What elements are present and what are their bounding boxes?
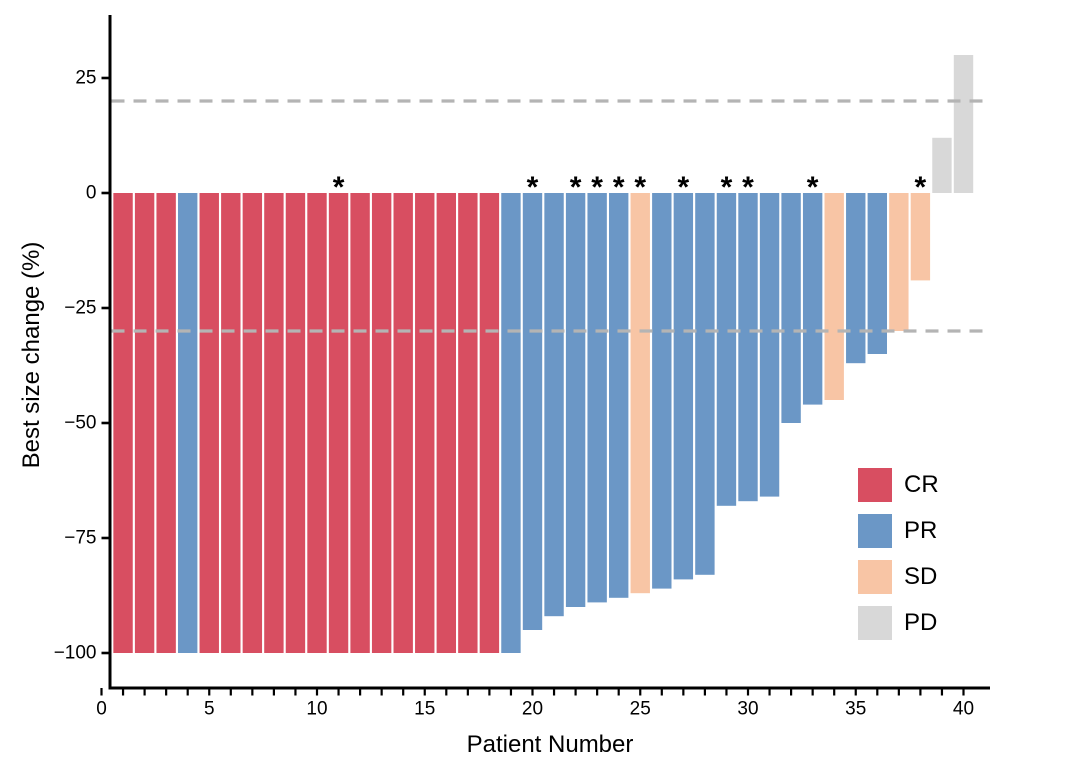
bar-patient-3 <box>156 193 176 653</box>
annotation-asterisk-patient-25: * <box>634 171 646 204</box>
bar-patient-25 <box>630 193 650 594</box>
bar-patient-29 <box>716 193 737 506</box>
bar-patient-12 <box>350 193 370 653</box>
x-axis-title: Patient Number <box>466 731 634 758</box>
bar-patient-20 <box>522 193 543 630</box>
bar-patient-4 <box>178 193 198 653</box>
legend-row-pd: PD <box>858 606 939 640</box>
bar-patient-40 <box>953 55 974 193</box>
annotation-asterisk-patient-22: * <box>570 171 582 204</box>
annotation-asterisk-patient-20: * <box>527 171 539 204</box>
bar-patient-14 <box>393 193 413 653</box>
bar-patient-35 <box>846 193 866 364</box>
annotation-asterisk-patient-11: * <box>333 171 345 204</box>
bar-patient-19 <box>501 193 521 653</box>
bar-patient-23 <box>587 193 607 603</box>
x-tick-label-30: 30 <box>737 699 758 720</box>
x-tick-label-35: 35 <box>845 699 866 720</box>
legend-label-cr: CR <box>904 471 939 498</box>
y-tick-label-25: 25 <box>75 68 96 89</box>
bar-patient-34 <box>824 193 844 400</box>
y-tick-label--50: −50 <box>64 413 96 434</box>
bar-patient-26 <box>652 193 672 589</box>
x-tick-label-25: 25 <box>630 699 651 720</box>
bar-patient-5 <box>199 193 219 653</box>
bar-patient-38 <box>910 193 931 281</box>
bar-patient-10 <box>307 193 327 653</box>
y-tick-label--25: −25 <box>64 298 96 319</box>
x-tick-label-0: 0 <box>96 699 107 720</box>
bar-patient-31 <box>759 193 780 497</box>
bar-patient-22 <box>565 193 586 607</box>
legend-label-sd: SD <box>904 563 938 590</box>
bar-patient-36 <box>867 193 887 354</box>
bar-patient-27 <box>673 193 694 580</box>
legend-swatch-pr-icon <box>858 514 892 548</box>
bar-patient-8 <box>264 193 284 653</box>
legend-row-sd: SD <box>858 560 939 594</box>
legend-row-pr: PR <box>858 514 939 548</box>
legend-label-pr: PR <box>904 517 938 544</box>
bar-patient-30 <box>738 193 758 502</box>
bar-patient-37 <box>889 193 909 331</box>
y-tick-label-0: 0 <box>86 183 97 204</box>
annotation-asterisk-patient-38: * <box>915 171 927 204</box>
bar-patient-24 <box>609 193 629 598</box>
annotation-asterisk-patient-30: * <box>742 171 754 204</box>
bar-patient-13 <box>371 193 392 653</box>
bar-patient-2 <box>134 193 155 653</box>
legend-swatch-cr-icon <box>858 468 892 502</box>
bar-patient-28 <box>695 193 715 575</box>
annotation-asterisk-patient-23: * <box>591 171 603 204</box>
bar-patient-16 <box>436 193 456 653</box>
y-tick-label--100: −100 <box>54 643 97 664</box>
bar-patient-33 <box>802 193 823 405</box>
bar-patient-32 <box>781 193 801 423</box>
bar-patient-1 <box>113 193 133 653</box>
bar-patient-17 <box>458 193 478 653</box>
x-tick-label-40: 40 <box>953 699 974 720</box>
legend: CR PR SD PD <box>858 468 939 652</box>
y-tick-label--75: −75 <box>64 528 96 549</box>
legend-label-pd: PD <box>904 609 938 636</box>
bar-patient-21 <box>544 193 564 617</box>
bar-patient-7 <box>242 193 263 653</box>
annotation-asterisk-patient-33: * <box>807 171 819 204</box>
legend-row-cr: CR <box>858 468 939 502</box>
bar-patient-39 <box>932 137 952 193</box>
x-tick-label-15: 15 <box>414 699 435 720</box>
x-tick-label-20: 20 <box>522 699 543 720</box>
bar-patient-18 <box>479 193 500 653</box>
legend-swatch-pd-icon <box>858 606 892 640</box>
bar-patient-9 <box>285 193 306 653</box>
bar-patient-6 <box>221 193 241 653</box>
bar-patient-11 <box>328 193 349 653</box>
bar-patient-15 <box>415 193 435 653</box>
legend-swatch-sd-icon <box>858 560 892 594</box>
annotation-asterisk-patient-24: * <box>613 171 625 204</box>
x-tick-label-5: 5 <box>204 699 215 720</box>
annotation-asterisk-patient-29: * <box>721 171 733 204</box>
y-axis-title: Best size change (%) <box>18 241 45 469</box>
x-tick-label-10: 10 <box>306 699 327 720</box>
annotation-asterisk-patient-27: * <box>678 171 690 204</box>
